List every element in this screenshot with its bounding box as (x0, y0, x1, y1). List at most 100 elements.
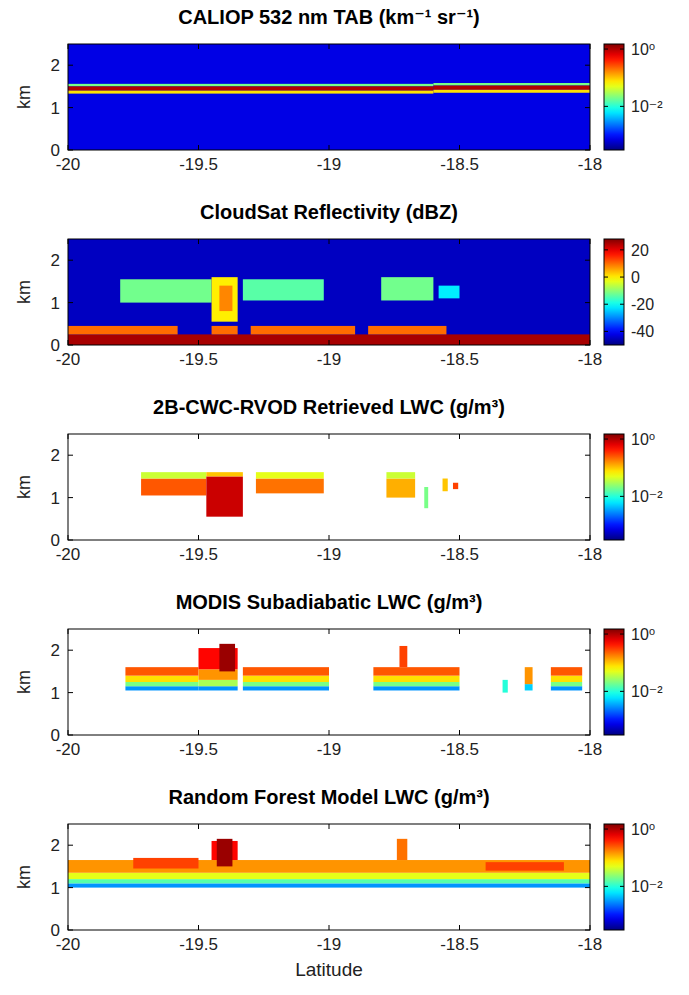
colorbar-tick (620, 249, 624, 250)
cell (373, 667, 459, 675)
cell (243, 682, 329, 686)
colorbar-tick-label: 10⁻² (631, 98, 663, 115)
colorbar-tick (604, 106, 608, 107)
cell (399, 646, 407, 667)
colorbar-tick-label: -40 (631, 323, 654, 340)
cells (141, 472, 458, 517)
y-tick (68, 930, 73, 931)
y-tick (585, 735, 590, 736)
x-tick (590, 145, 591, 150)
colorbar-tick (604, 634, 608, 635)
x-tick-label: -19 (317, 935, 342, 954)
cell (386, 472, 415, 478)
x-tick (459, 145, 460, 150)
colorbar-tick (620, 106, 624, 107)
colorbar-tick (604, 691, 608, 692)
x-tick (329, 730, 330, 735)
colorbar-tick (620, 331, 624, 332)
cells (125, 644, 582, 693)
cell (68, 334, 590, 345)
cell (433, 90, 590, 93)
y-tick (68, 887, 73, 888)
panel: CloudSat Reflectivity (dBZ)-20-19.5-19-1… (14, 201, 654, 369)
colorbar-tick-label: 20 (631, 242, 649, 259)
cells (68, 839, 590, 888)
cell (551, 686, 582, 690)
x-tick-label: -18.5 (440, 935, 479, 954)
x-tick-label: -19 (317, 740, 342, 759)
colorbar-tick-label: 10⁰ (631, 821, 655, 838)
x-tick (198, 239, 199, 244)
cell (125, 676, 198, 682)
panel: Random Forest Model LWC (g/m³)-20-19.5-1… (14, 786, 663, 980)
x-tick-label: -19.5 (179, 350, 218, 369)
x-tick (198, 824, 199, 829)
colorbar-tick (620, 49, 624, 50)
x-tick (590, 535, 591, 540)
cell (397, 839, 407, 860)
cell (68, 86, 433, 90)
x-tick (590, 824, 591, 829)
y-tick (585, 497, 590, 498)
colorbar-tick (620, 829, 624, 830)
cell (212, 277, 238, 322)
x-tick (68, 434, 69, 439)
cell (141, 472, 206, 478)
colorbar-tick-label: 10⁻² (631, 878, 663, 895)
x-tick (68, 730, 69, 735)
x-tick (198, 925, 199, 930)
colorbar (604, 629, 624, 735)
y-tick (585, 650, 590, 651)
y-tick (585, 302, 590, 303)
x-tick (329, 629, 330, 634)
cell (256, 472, 324, 478)
x-tick-label: -18 (578, 545, 603, 564)
figure: CALIOP 532 nm TAB (km⁻¹ sr⁻¹)-20-19.5-19… (0, 0, 689, 995)
colorbar-tick-label: 10⁻² (631, 488, 663, 505)
cell (212, 326, 238, 334)
panel: MODIS Subadiabatic LWC (g/m³)-20-19.5-19… (14, 591, 663, 759)
x-tick-label: -18.5 (440, 155, 479, 174)
cell (243, 676, 329, 682)
cell (424, 487, 428, 508)
cell (433, 86, 590, 90)
cell (251, 326, 355, 334)
colorbar (604, 434, 624, 540)
y-tick-label: 2 (51, 251, 60, 270)
cell (256, 479, 324, 494)
x-tick (68, 925, 69, 930)
cell (373, 676, 459, 682)
cell (68, 239, 590, 345)
x-tick (198, 730, 199, 735)
x-tick (68, 535, 69, 540)
y-tick (68, 540, 73, 541)
x-tick-label: -19.5 (179, 935, 218, 954)
plot-frame (68, 44, 590, 150)
colorbar-tick (604, 249, 608, 250)
colorbar (604, 44, 624, 150)
x-tick (459, 629, 460, 634)
x-tick (329, 239, 330, 244)
x-tick (329, 925, 330, 930)
cell (199, 680, 238, 686)
cell (68, 873, 590, 879)
y-tick (68, 260, 73, 261)
colorbar-tick (604, 886, 608, 887)
x-tick-label: -19 (317, 155, 342, 174)
colorbar-tick (620, 496, 624, 497)
colorbar-tick (604, 49, 608, 50)
x-tick (329, 824, 330, 829)
colorbar-tick (604, 304, 608, 305)
cell (68, 91, 433, 94)
y-tick-label: 0 (51, 141, 60, 160)
plot-frame (68, 239, 590, 345)
y-tick-label: 0 (51, 531, 60, 550)
cell (373, 682, 459, 686)
x-tick (459, 44, 460, 49)
x-tick-label: -18 (578, 155, 603, 174)
colorbar-tick (604, 496, 608, 497)
x-tick-label: -19 (317, 545, 342, 564)
y-tick (585, 455, 590, 456)
cell (243, 279, 324, 300)
panel-title: 2B-CWC-RVOD Retrieved LWC (g/m³) (153, 396, 505, 418)
